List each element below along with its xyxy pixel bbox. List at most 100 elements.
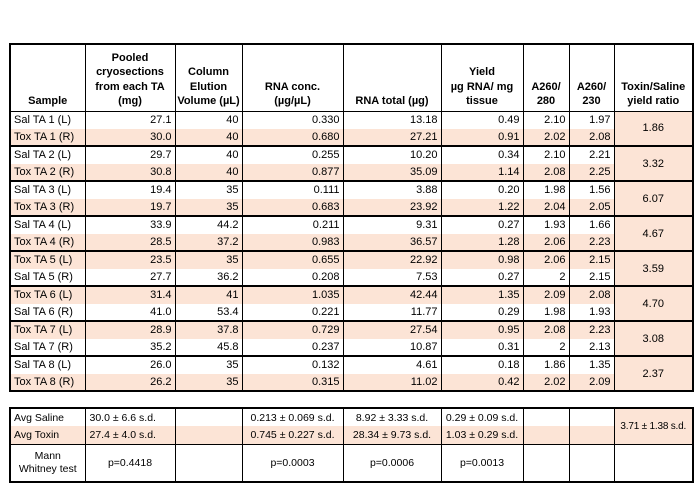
cell-elution-volume: 35 — [174, 355, 243, 374]
col-header-rna-total: RNA total (µg) — [342, 44, 442, 112]
cell-rna-conc: 0.729 — [241, 320, 344, 339]
table-row: Tox TA 4 (R) 28.5 37.2 0.983 36.57 1.28 2.06 2.… — [9, 233, 693, 251]
summary-body: Avg Saline 30.0 ± 6.6 s.d. 0.213 ± 0.069 s… — [9, 408, 694, 482]
cell-yield-ratio: 4.67 — [613, 215, 694, 251]
table-row: Sal TA 4 (L) 33.9 44.2 0.211 9.31 0.27 1.93 1.6… — [9, 215, 694, 251]
summary-cell-a260-230 — [568, 408, 615, 426]
summary-yield-ratio: 3.71 ± 1.38 s.d. — [613, 408, 694, 444]
cell-rna-conc: 0.255 — [241, 145, 344, 164]
cell-yield: 0.31 — [440, 338, 524, 356]
mann-cell-a260-280 — [522, 443, 570, 482]
cell-rna-total: 36.57 — [342, 233, 442, 251]
cell-yield: 1.35 — [440, 285, 524, 304]
cell-a260-280: 2.08 — [522, 163, 570, 181]
summary-cell-pooled-cryosections: 27.4 ± 4.0 s.d. — [84, 426, 176, 444]
summary-cell-a260-280 — [522, 408, 570, 426]
table-row: Tox TA 7 (L) 28.9 37.8 0.729 27.54 0.95 2.08 2.… — [9, 320, 694, 356]
cell-yield-ratio: 1.86 — [613, 111, 694, 146]
cell-sample: Tox TA 5 (L) — [9, 250, 86, 269]
cell-a260-280: 2.10 — [522, 145, 570, 164]
cell-a260-280: 2.10 — [522, 111, 570, 129]
cell-a260-280: 2 — [522, 268, 570, 286]
cell-yield: 1.22 — [440, 198, 524, 216]
cell-yield: 0.98 — [440, 250, 524, 269]
cell-yield-ratio: 3.59 — [613, 250, 694, 286]
cell-sample: Sal TA 1 (L) — [9, 111, 86, 129]
cell-a260-280: 2.09 — [522, 285, 570, 304]
mann-cell-elution-volume — [174, 443, 243, 482]
summary-statistics-table: Avg Saline 30.0 ± 6.6 s.d. 0.213 ± 0.069 s… — [9, 407, 694, 483]
cell-rna-conc: 0.211 — [241, 215, 344, 234]
cell-pooled-cryosections: 26.2 — [84, 373, 176, 391]
cell-pooled-cryosections: 27.7 — [84, 268, 176, 286]
table-header: Sample Pooled cryosections from each TA (… — [9, 44, 694, 112]
table-row: Sal TA 8 (L) 26.0 35 0.132 4.61 0.18 1.86 1.35 2… — [9, 355, 694, 391]
cell-a260-280: 2.02 — [522, 128, 570, 146]
cell-elution-volume: 40 — [174, 111, 243, 129]
cell-a260-230: 2.08 — [568, 285, 615, 304]
summary-row: Avg Toxin 27.4 ± 4.0 s.d. 0.745 ± 0.227 s.… — [9, 426, 693, 444]
cell-sample: Sal TA 6 (R) — [9, 303, 86, 321]
table-row: Sal TA 5 (R) 27.7 36.2 0.208 7.53 0.27 2 2.15 — [9, 268, 693, 286]
cell-a260-280: 2.04 — [522, 198, 570, 216]
cell-rna-conc: 0.877 — [241, 163, 344, 181]
mann-cell-pooled-cryosections: p=0.4418 — [84, 443, 176, 482]
cell-a260-230: 2.23 — [568, 233, 615, 251]
cell-elution-volume: 44.2 — [174, 215, 243, 234]
mann-cell-a260-230 — [568, 443, 615, 482]
mann-cell-rna-total: p=0.0006 — [342, 443, 442, 482]
cell-rna-total: 42.44 — [342, 285, 442, 304]
cell-rna-total: 4.61 — [342, 355, 442, 374]
cell-a260-280: 1.98 — [522, 180, 570, 199]
cell-sample: Sal TA 4 (L) — [9, 215, 86, 234]
table-row: Tox TA 5 (L) 23.5 35 0.655 22.92 0.98 2.06 2.15… — [9, 250, 694, 286]
summary-label: Avg Toxin — [9, 426, 86, 444]
cell-sample: Tox TA 1 (R) — [9, 128, 86, 146]
cell-pooled-cryosections: 29.7 — [84, 145, 176, 164]
cell-a260-230: 2.09 — [568, 373, 615, 391]
cell-rna-conc: 0.111 — [241, 180, 344, 199]
cell-pooled-cryosections: 19.7 — [84, 198, 176, 216]
cell-yield-ratio: 4.70 — [613, 285, 694, 321]
cell-yield: 1.14 — [440, 163, 524, 181]
cell-pooled-cryosections: 28.9 — [84, 320, 176, 339]
cell-sample: Tox TA 4 (R) — [9, 233, 86, 251]
col-header-pooled-cryosections: Pooled cryosections from each TA (mg) — [84, 44, 176, 112]
cell-yield: 1.28 — [440, 233, 524, 251]
cell-rna-conc: 0.983 — [241, 233, 344, 251]
table-row: Sal TA 6 (R) 41.0 53.4 0.221 11.77 0.29 1.98 1.… — [9, 303, 693, 321]
cell-a260-230: 2.15 — [568, 250, 615, 269]
summary-cell-rna-conc: 0.745 ± 0.227 s.d. — [241, 426, 344, 444]
mann-whitney-row: Mann Whitney test p=0.4418 p=0.0003 p=0.000… — [9, 443, 694, 482]
cell-a260-280: 2.08 — [522, 320, 570, 339]
cell-sample: Tox TA 2 (R) — [9, 163, 86, 181]
cell-pooled-cryosections: 33.9 — [84, 215, 176, 234]
summary-cell-elution-volume — [174, 426, 243, 444]
cell-elution-volume: 37.2 — [174, 233, 243, 251]
rna-extraction-table: Sample Pooled cryosections from each TA (… — [9, 43, 694, 392]
cell-a260-280: 2.06 — [522, 250, 570, 269]
col-header-rna-conc: RNA conc. (µg/µL) — [241, 44, 344, 112]
cell-rna-total: 35.09 — [342, 163, 442, 181]
summary-cell-rna-total: 28.34 ± 9.73 s.d. — [342, 426, 442, 444]
cell-a260-230: 2.08 — [568, 128, 615, 146]
cell-sample: Tox TA 7 (L) — [9, 320, 86, 339]
cell-pooled-cryosections: 27.1 — [84, 111, 176, 129]
cell-a260-230: 1.93 — [568, 303, 615, 321]
cell-rna-conc: 0.330 — [241, 111, 344, 129]
cell-a260-230: 1.97 — [568, 111, 615, 129]
cell-a260-230: 2.15 — [568, 268, 615, 286]
cell-rna-total: 13.18 — [342, 111, 442, 129]
cell-elution-volume: 40 — [174, 145, 243, 164]
cell-sample: Sal TA 7 (R) — [9, 338, 86, 356]
cell-pooled-cryosections: 30.0 — [84, 128, 176, 146]
col-header-sample: Sample — [9, 44, 86, 112]
table-row: Sal TA 7 (R) 35.2 45.8 0.237 10.87 0.31 2 2.13 — [9, 338, 693, 356]
cell-sample: Sal TA 5 (R) — [9, 268, 86, 286]
cell-rna-total: 11.02 — [342, 373, 442, 391]
cell-rna-total: 10.20 — [342, 145, 442, 164]
cell-elution-volume: 37.8 — [174, 320, 243, 339]
cell-a260-230: 2.13 — [568, 338, 615, 356]
cell-sample: Sal TA 3 (L) — [9, 180, 86, 199]
